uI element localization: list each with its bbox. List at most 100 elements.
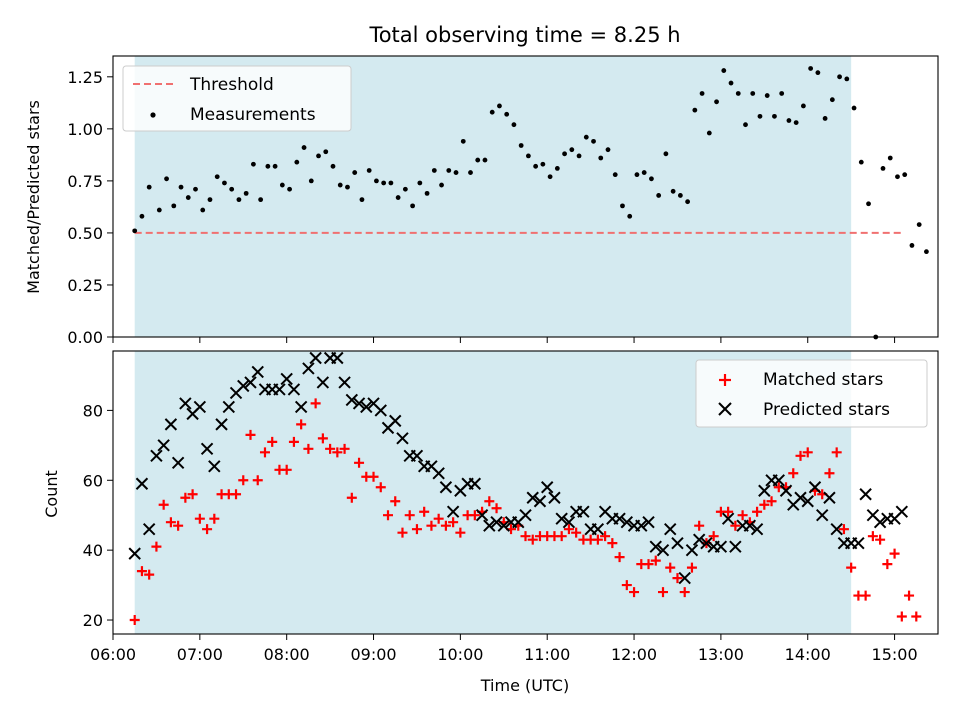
top-panel: Total observing time = 8.25 h Matched/Pr… [24, 23, 939, 347]
matched-star-point [252, 475, 263, 486]
matched-star-point [339, 443, 350, 454]
y-tick-label: 0.50 [67, 224, 103, 243]
predicted-star-point [142, 522, 156, 536]
predicted-star-point [808, 481, 822, 494]
measurement-point [475, 157, 481, 163]
matched-star-point [469, 510, 480, 521]
measurement-point [185, 195, 191, 200]
matched-star-point [737, 510, 748, 521]
measurement-point [222, 180, 227, 186]
measurement-point [656, 193, 662, 198]
measurement-point [887, 155, 893, 161]
predicted-star-point [331, 351, 344, 365]
measurement-point [677, 193, 683, 198]
matched-star-point [202, 524, 213, 535]
matched-star-point [563, 524, 574, 535]
legend-top: Threshold Measurements [122, 65, 352, 132]
predicted-star-point [635, 519, 648, 532]
measurement-point [815, 70, 821, 76]
matched-star-point [795, 450, 806, 461]
measurement-point [829, 97, 835, 103]
measurement-point [916, 222, 922, 228]
measurement-point [410, 203, 416, 209]
matched-star-point [643, 559, 654, 570]
predicted-star-point [273, 383, 286, 396]
matched-star-point [520, 531, 531, 542]
matched-star-point [838, 524, 849, 535]
y-tick-label: 0.00 [67, 328, 103, 347]
predicted-star-point [830, 522, 843, 536]
measurement-point [576, 153, 582, 159]
predicted-star-point [519, 509, 532, 522]
matched-star-point [245, 429, 256, 440]
matched-star-point [629, 587, 640, 598]
matched-star-point [383, 510, 393, 521]
x-tick-label: 10:00 [437, 645, 483, 664]
y-tick-label: 20 [83, 611, 103, 630]
measurement-point [323, 149, 329, 155]
predicted-star-point [171, 456, 185, 470]
measurement-point [692, 107, 698, 113]
matched-star-point [433, 513, 444, 524]
plot-marks [132, 66, 929, 340]
axes-border [112, 350, 939, 635]
measurement-point [663, 151, 669, 157]
measurement-point [511, 122, 517, 128]
measurement-point [627, 213, 633, 219]
predicted-star-point [678, 571, 691, 585]
predicted-star-point [685, 543, 699, 557]
measurement-point [786, 118, 792, 123]
predicted-star-point [671, 536, 684, 550]
predicted-star-point [374, 404, 387, 417]
matched-star-point [788, 468, 799, 479]
measurement-point [562, 151, 567, 157]
predicted-star-point [664, 522, 677, 536]
matched-star-point [209, 513, 220, 524]
measurement-point [287, 186, 292, 192]
predicted-star-point [801, 495, 814, 508]
measurement-point [229, 186, 235, 192]
measurement-point [598, 155, 604, 161]
matched-star-point [607, 538, 618, 549]
matched-star-point [484, 496, 495, 507]
measurement-point [858, 159, 864, 165]
legend-label-measurements: Measurements [190, 105, 316, 125]
measurement-point [200, 207, 206, 213]
measurement-point [583, 134, 589, 140]
matched-star-point [375, 482, 386, 493]
predicted-star-point [873, 515, 887, 529]
matched-star-point [730, 520, 741, 531]
matched-star-point [354, 457, 365, 468]
predicted-star-point [526, 491, 539, 504]
measurement-point [482, 157, 488, 163]
matched-star-point [824, 468, 835, 479]
measurement-point [728, 80, 734, 86]
matched-star-point [238, 475, 249, 486]
matched-star-point [846, 562, 857, 573]
measurement-point [670, 188, 676, 194]
matched-star-point [317, 433, 328, 444]
predicted-star-point [439, 481, 453, 494]
predicted-star-point [562, 515, 576, 529]
predicted-star-point [352, 397, 366, 410]
matched-star-point [288, 436, 299, 447]
measurement-point [497, 103, 502, 109]
matched-star-point [904, 590, 915, 601]
matched-star-point [867, 531, 878, 542]
measurement-point [207, 197, 213, 203]
bottom-panel: Time (UTC) Count 06:00 07:00 08:00 09:00 10:… [42, 350, 939, 695]
matched-star-point [129, 615, 140, 626]
matched-star-point [151, 541, 162, 552]
predicted-star-point [200, 442, 214, 456]
measurement-point [417, 180, 423, 186]
measurement-point [489, 109, 495, 115]
matched-star-point [860, 590, 871, 601]
measurement-point [605, 147, 611, 153]
matched-star-point [411, 524, 422, 535]
legend-box [695, 359, 928, 428]
measurement-point [316, 153, 321, 159]
matched-star-point [440, 520, 451, 531]
tick-marks: 0.00 0.25 0.50 0.75 1.00 1.25 [67, 68, 896, 347]
axes-frame [112, 350, 939, 635]
matched-star-point [614, 552, 625, 563]
